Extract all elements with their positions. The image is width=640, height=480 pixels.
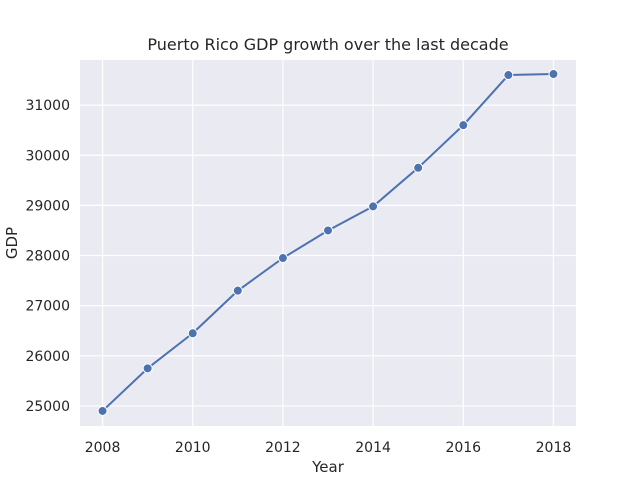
y-tick-label: 31000 [25, 98, 70, 114]
data-point [142, 363, 153, 374]
data-point [458, 120, 469, 131]
y-tick-label: 28000 [25, 249, 70, 265]
data-point [187, 328, 198, 339]
x-tick-label: 2018 [536, 440, 572, 456]
data-point [548, 69, 559, 80]
x-tick-label: 2008 [85, 440, 121, 456]
data-point [503, 70, 514, 81]
series-layer [97, 69, 559, 416]
data-point [413, 162, 424, 173]
data-point [232, 285, 243, 296]
data-point [277, 253, 288, 264]
x-tick-label: 2010 [175, 440, 211, 456]
x-tick-label: 2016 [445, 440, 481, 456]
x-tick-label: 2012 [265, 440, 301, 456]
grid [80, 60, 576, 426]
y-axis-label: GDP [3, 227, 21, 259]
y-tick-label: 29000 [25, 198, 70, 214]
data-point [368, 201, 379, 212]
y-tick-label: 26000 [25, 349, 70, 365]
x-axis-ticks: 2008 2010 2012 2014 2016 2018 [85, 440, 572, 456]
y-tick-label: 30000 [25, 148, 70, 164]
y-tick-label: 25000 [25, 399, 70, 415]
y-tick-label: 27000 [25, 299, 70, 315]
x-axis-label: Year [311, 458, 345, 476]
x-tick-label: 2014 [355, 440, 391, 456]
plot-area [80, 60, 576, 426]
data-point [97, 405, 108, 416]
data-point [323, 225, 333, 236]
chart-title: Puerto Rico GDP growth over the last dec… [147, 35, 508, 54]
y-axis-ticks: 25000 26000 27000 28000 29000 30000 31000 [25, 98, 70, 415]
